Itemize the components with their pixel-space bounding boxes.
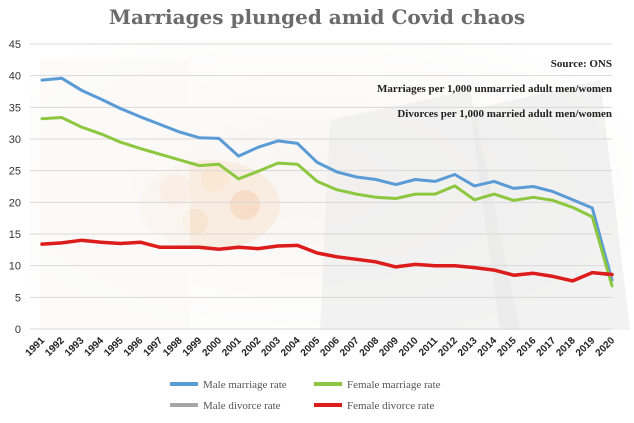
x-tick-label: 2016 bbox=[515, 335, 539, 359]
source-note: Source: ONS bbox=[551, 58, 612, 70]
y-tick-label: 25 bbox=[9, 166, 21, 178]
legend: Male marriage rate Female marriage rate … bbox=[170, 379, 441, 412]
legend-label: Male marriage rate bbox=[203, 379, 287, 391]
legend-item-male-marriage: Male marriage rate bbox=[170, 379, 287, 391]
x-tick-label: 2009 bbox=[377, 335, 401, 359]
legend-label: Female divorce rate bbox=[347, 400, 434, 412]
x-tick-label: 2001 bbox=[220, 335, 244, 359]
x-tick-label: 1993 bbox=[63, 335, 87, 359]
x-tick-label: 2013 bbox=[456, 335, 480, 359]
chart-title: Marriages plunged amid Covid chaos bbox=[109, 5, 525, 29]
legend-label: Male divorce rate bbox=[203, 400, 281, 412]
x-tick-label: 2019 bbox=[574, 335, 598, 359]
x-tick-label: 1991 bbox=[24, 335, 48, 359]
x-tick-label: 2005 bbox=[299, 335, 323, 359]
x-tick-label: 1992 bbox=[43, 335, 67, 359]
marriage-note: Marriages per 1,000 unmarried adult men/… bbox=[377, 83, 612, 95]
y-tick-label: 40 bbox=[9, 71, 21, 83]
x-tick-label: 2000 bbox=[201, 335, 225, 359]
x-axis: 1991199219931994199519961997199819992000… bbox=[24, 335, 618, 359]
x-tick-label: 2017 bbox=[535, 335, 559, 359]
x-tick-label: 2020 bbox=[594, 335, 618, 359]
x-tick-label: 2007 bbox=[338, 335, 362, 359]
series-line-1 bbox=[40, 116, 614, 288]
y-tick-label: 45 bbox=[9, 39, 21, 51]
x-tick-label: 1995 bbox=[102, 335, 126, 359]
x-tick-label: 1997 bbox=[142, 335, 166, 359]
x-tick-label: 1998 bbox=[161, 335, 185, 359]
series-line-3 bbox=[40, 238, 614, 283]
y-tick-label: 30 bbox=[9, 134, 21, 146]
x-tick-label: 1999 bbox=[181, 335, 205, 359]
y-axis: 0 5 10 15 20 25 30 35 40 45 bbox=[9, 39, 21, 336]
series-line-0 bbox=[40, 76, 614, 282]
x-tick-label: 2018 bbox=[554, 335, 578, 359]
legend-item-male-divorce: Male divorce rate bbox=[170, 400, 281, 412]
grid bbox=[30, 43, 612, 330]
x-tick-label: 2014 bbox=[476, 335, 500, 359]
x-tick-label: 2011 bbox=[417, 335, 440, 358]
y-tick-label: 0 bbox=[15, 324, 21, 336]
y-tick-label: 5 bbox=[15, 292, 21, 304]
legend-label: Female marriage rate bbox=[347, 379, 441, 391]
notes: Source: ONS Marriages per 1,000 unmarrie… bbox=[377, 58, 612, 120]
y-tick-label: 15 bbox=[9, 229, 21, 241]
x-tick-label: 2010 bbox=[397, 335, 421, 359]
legend-item-female-divorce: Female divorce rate bbox=[314, 400, 434, 412]
x-tick-label: 1996 bbox=[122, 335, 146, 359]
y-tick-label: 10 bbox=[9, 261, 21, 273]
x-tick-label: 2006 bbox=[318, 335, 342, 359]
x-tick-label: 2004 bbox=[279, 335, 303, 359]
y-tick-label: 20 bbox=[9, 197, 21, 209]
x-tick-label: 2003 bbox=[259, 335, 283, 359]
x-tick-label: 2002 bbox=[240, 335, 264, 359]
background-photo bbox=[30, 40, 630, 330]
legend-item-female-marriage: Female marriage rate bbox=[314, 379, 441, 391]
x-tick-label: 2008 bbox=[358, 335, 382, 359]
series-lines bbox=[40, 76, 614, 288]
divorce-note: Divorces per 1,000 married adult men/wom… bbox=[397, 108, 612, 120]
x-tick-label: 1994 bbox=[83, 335, 107, 359]
x-tick-label: 2012 bbox=[436, 335, 460, 359]
y-tick-label: 35 bbox=[9, 102, 21, 114]
x-tick-label: 2015 bbox=[495, 335, 519, 359]
